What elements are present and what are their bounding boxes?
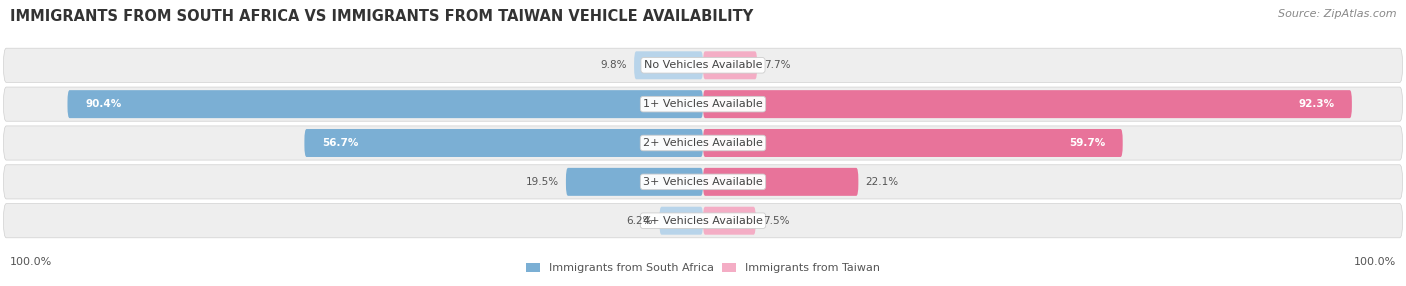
FancyBboxPatch shape: [3, 48, 1403, 82]
Text: 59.7%: 59.7%: [1069, 138, 1105, 148]
Text: 100.0%: 100.0%: [1354, 257, 1396, 267]
FancyBboxPatch shape: [703, 129, 1123, 157]
Text: 9.8%: 9.8%: [600, 60, 627, 70]
Text: 19.5%: 19.5%: [526, 177, 560, 187]
FancyBboxPatch shape: [3, 165, 1403, 199]
Text: 2+ Vehicles Available: 2+ Vehicles Available: [643, 138, 763, 148]
Text: 92.3%: 92.3%: [1298, 99, 1334, 109]
Text: 90.4%: 90.4%: [84, 99, 121, 109]
FancyBboxPatch shape: [703, 90, 1353, 118]
FancyBboxPatch shape: [3, 126, 1403, 160]
Text: 100.0%: 100.0%: [10, 257, 52, 267]
FancyBboxPatch shape: [703, 207, 756, 235]
Text: 7.7%: 7.7%: [765, 60, 790, 70]
FancyBboxPatch shape: [703, 168, 858, 196]
Text: No Vehicles Available: No Vehicles Available: [644, 60, 762, 70]
FancyBboxPatch shape: [3, 87, 1403, 121]
FancyBboxPatch shape: [634, 51, 703, 79]
Text: 3+ Vehicles Available: 3+ Vehicles Available: [643, 177, 763, 187]
FancyBboxPatch shape: [3, 204, 1403, 238]
FancyBboxPatch shape: [703, 51, 758, 79]
Text: 7.5%: 7.5%: [762, 216, 789, 226]
Text: 4+ Vehicles Available: 4+ Vehicles Available: [643, 216, 763, 226]
FancyBboxPatch shape: [67, 90, 703, 118]
Text: 56.7%: 56.7%: [322, 138, 359, 148]
Text: IMMIGRANTS FROM SOUTH AFRICA VS IMMIGRANTS FROM TAIWAN VEHICLE AVAILABILITY: IMMIGRANTS FROM SOUTH AFRICA VS IMMIGRAN…: [10, 9, 754, 23]
FancyBboxPatch shape: [659, 207, 703, 235]
Text: 6.2%: 6.2%: [626, 216, 652, 226]
Text: 1+ Vehicles Available: 1+ Vehicles Available: [643, 99, 763, 109]
Text: Source: ZipAtlas.com: Source: ZipAtlas.com: [1278, 9, 1396, 19]
FancyBboxPatch shape: [565, 168, 703, 196]
FancyBboxPatch shape: [304, 129, 703, 157]
Legend: Immigrants from South Africa, Immigrants from Taiwan: Immigrants from South Africa, Immigrants…: [522, 258, 884, 278]
Text: 22.1%: 22.1%: [866, 177, 898, 187]
